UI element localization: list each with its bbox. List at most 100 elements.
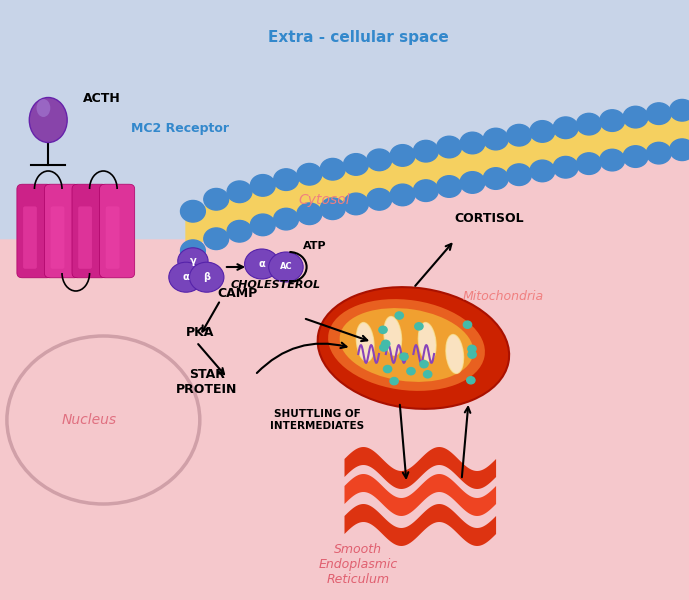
- Circle shape: [506, 164, 531, 185]
- Circle shape: [396, 336, 404, 343]
- Circle shape: [413, 180, 438, 202]
- Circle shape: [460, 172, 485, 193]
- Circle shape: [412, 365, 420, 372]
- FancyBboxPatch shape: [106, 206, 120, 269]
- Circle shape: [358, 369, 366, 376]
- FancyBboxPatch shape: [17, 184, 52, 278]
- Text: ATP: ATP: [303, 241, 327, 251]
- FancyBboxPatch shape: [100, 184, 135, 278]
- Circle shape: [269, 252, 303, 282]
- Circle shape: [553, 157, 578, 178]
- Circle shape: [227, 220, 252, 242]
- Circle shape: [437, 176, 462, 197]
- Ellipse shape: [356, 323, 374, 361]
- Circle shape: [530, 121, 555, 142]
- Circle shape: [424, 369, 433, 376]
- Circle shape: [390, 184, 415, 206]
- Text: CHOLESTEROL: CHOLESTEROL: [231, 280, 320, 290]
- Text: SHUTTLING OF
INTERMEDIATES: SHUTTLING OF INTERMEDIATES: [270, 409, 364, 431]
- Circle shape: [383, 321, 391, 328]
- Circle shape: [670, 100, 689, 121]
- Text: STAR
PROTEIN: STAR PROTEIN: [176, 368, 238, 396]
- Circle shape: [320, 158, 345, 180]
- Text: PKA: PKA: [186, 326, 214, 339]
- Text: Extra - cellular space: Extra - cellular space: [268, 30, 449, 45]
- Ellipse shape: [328, 299, 485, 391]
- Circle shape: [274, 169, 298, 190]
- Circle shape: [250, 175, 275, 196]
- Circle shape: [297, 203, 322, 224]
- Circle shape: [204, 228, 229, 250]
- Polygon shape: [344, 447, 496, 489]
- Circle shape: [460, 132, 485, 154]
- Ellipse shape: [29, 97, 68, 142]
- Circle shape: [450, 341, 458, 349]
- Circle shape: [646, 103, 671, 124]
- Circle shape: [484, 128, 508, 150]
- Circle shape: [577, 113, 601, 135]
- Text: Nucleus: Nucleus: [62, 413, 117, 427]
- FancyBboxPatch shape: [78, 206, 92, 269]
- Circle shape: [670, 139, 689, 161]
- Text: CORTISOL: CORTISOL: [455, 212, 524, 225]
- Ellipse shape: [418, 323, 436, 361]
- Circle shape: [646, 142, 671, 164]
- Circle shape: [577, 153, 601, 175]
- Circle shape: [457, 368, 465, 375]
- Circle shape: [169, 262, 203, 292]
- Circle shape: [484, 168, 508, 190]
- Text: MC2 Receptor: MC2 Receptor: [131, 122, 229, 135]
- Circle shape: [438, 362, 446, 369]
- Circle shape: [297, 163, 322, 185]
- Text: CAMP: CAMP: [217, 287, 257, 300]
- Circle shape: [413, 140, 438, 162]
- Circle shape: [204, 188, 229, 210]
- Text: γ: γ: [189, 256, 196, 266]
- Text: α: α: [258, 259, 265, 269]
- Circle shape: [367, 149, 391, 170]
- Circle shape: [623, 106, 648, 128]
- Circle shape: [344, 154, 369, 175]
- Text: Cytosol: Cytosol: [298, 193, 349, 207]
- Circle shape: [344, 193, 369, 215]
- Circle shape: [227, 181, 252, 203]
- Text: β: β: [203, 272, 210, 282]
- Circle shape: [437, 136, 462, 158]
- Circle shape: [386, 330, 394, 337]
- Circle shape: [367, 334, 376, 341]
- Polygon shape: [186, 113, 689, 247]
- Ellipse shape: [318, 287, 509, 409]
- Polygon shape: [0, 0, 689, 240]
- FancyBboxPatch shape: [44, 184, 80, 278]
- Circle shape: [181, 240, 205, 262]
- Ellipse shape: [37, 99, 50, 117]
- Text: α: α: [183, 272, 189, 282]
- Text: ACTH: ACTH: [83, 92, 121, 105]
- Circle shape: [600, 110, 625, 131]
- Text: Smooth
Endoplasmic
Reticulum: Smooth Endoplasmic Reticulum: [318, 543, 398, 586]
- Ellipse shape: [446, 335, 464, 373]
- Circle shape: [600, 149, 625, 171]
- Circle shape: [530, 160, 555, 182]
- Circle shape: [178, 248, 208, 274]
- Circle shape: [390, 145, 415, 166]
- Circle shape: [320, 198, 345, 220]
- Circle shape: [623, 146, 648, 167]
- Circle shape: [378, 328, 386, 335]
- FancyBboxPatch shape: [72, 184, 107, 278]
- Circle shape: [245, 249, 279, 279]
- Text: Mitochondria: Mitochondria: [462, 290, 544, 303]
- FancyBboxPatch shape: [23, 206, 37, 269]
- Circle shape: [390, 316, 398, 323]
- Circle shape: [433, 346, 442, 353]
- Text: AC: AC: [280, 262, 292, 271]
- Polygon shape: [0, 132, 689, 600]
- Circle shape: [367, 188, 391, 210]
- Circle shape: [506, 124, 531, 146]
- Circle shape: [189, 262, 224, 292]
- Circle shape: [462, 372, 470, 379]
- FancyBboxPatch shape: [51, 206, 64, 269]
- Polygon shape: [344, 474, 496, 516]
- Polygon shape: [344, 504, 496, 546]
- Circle shape: [553, 117, 578, 139]
